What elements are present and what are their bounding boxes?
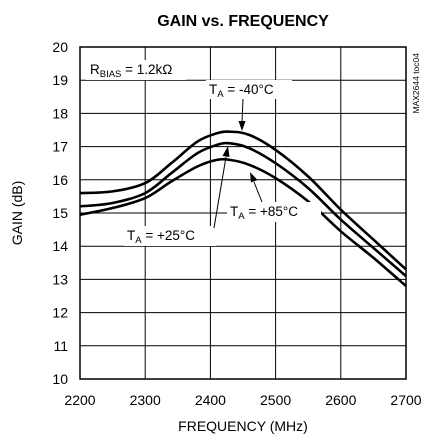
figure-id-label: MAX2644 toc04 — [411, 53, 421, 114]
plus25-label-bg — [124, 226, 216, 246]
x-tick-label: 2700 — [390, 392, 421, 408]
series-line-plus85 — [79, 157, 407, 287]
minus40-label-bg — [206, 80, 292, 99]
y-tick-label: 11 — [53, 338, 68, 354]
plot-frame — [79, 46, 407, 380]
plus85-arrowhead — [250, 172, 258, 183]
minus40-arrowhead — [238, 121, 246, 131]
plus85-label-bg — [227, 202, 321, 222]
x-tick-label: 2500 — [260, 392, 291, 408]
minus40-leader — [241, 98, 244, 123]
plus85-leader — [253, 181, 263, 203]
x-axis-label: FREQUENCY (MHz) — [178, 418, 308, 434]
minus40-annotation: TA = -40°C — [209, 82, 274, 100]
plus25-arrowhead — [222, 146, 230, 157]
plus85-annotation: TA = +85°C — [230, 204, 298, 222]
plus25-leader — [213, 156, 227, 229]
y-tick-label: 14 — [52, 238, 68, 254]
y-axis-label: GAIN (dB) — [9, 181, 25, 246]
y-tick-label: 16 — [52, 172, 68, 188]
x-tick-label: 2400 — [195, 392, 226, 408]
plus25-annotation: TA = +25°C — [127, 228, 195, 246]
x-tick-labels: 2200 2300 2400 2500 2600 2700 — [64, 392, 421, 408]
series-lines — [79, 130, 407, 287]
y-tick-label: 10 — [52, 371, 68, 387]
y-tick-label: 19 — [52, 72, 68, 88]
x-tick-label: 2200 — [64, 392, 95, 408]
y-tick-label: 13 — [52, 271, 68, 287]
bias-label-bg — [86, 60, 186, 80]
series-line-plus25 — [79, 141, 407, 278]
series-line-minus40 — [79, 130, 407, 271]
x-tick-label: 2600 — [325, 392, 356, 408]
y-tick-label: 15 — [52, 205, 68, 221]
y-tick-label: 17 — [52, 139, 68, 155]
chart-title: GAIN vs. FREQUENCY — [157, 13, 329, 30]
bias-annotation: RBIAS = 1.2kΩ — [90, 62, 172, 80]
x-tick-label: 2300 — [130, 392, 161, 408]
y-tick-label: 18 — [52, 105, 68, 121]
y-tick-labels: 10 11 12 13 14 15 16 17 18 19 20 — [52, 39, 68, 387]
y-tick-label: 12 — [52, 305, 68, 321]
y-tick-label: 20 — [52, 39, 68, 55]
